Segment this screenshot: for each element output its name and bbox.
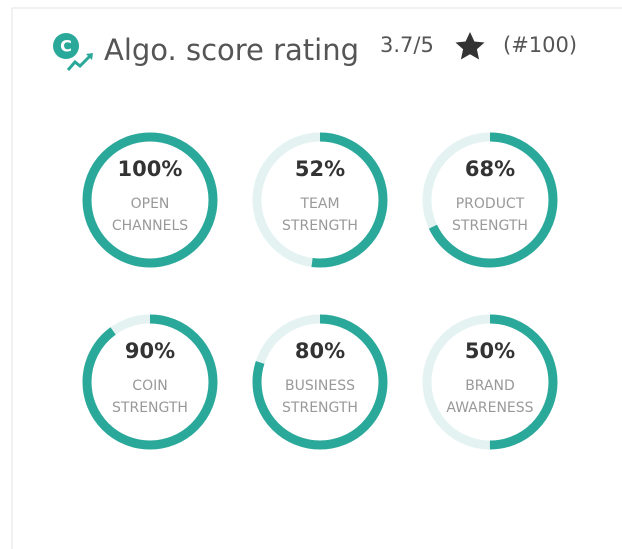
gauge-label: COIN (132, 378, 167, 394)
gauge-value: 50% (465, 339, 515, 363)
gauge-label: CHANNELS (112, 218, 188, 234)
svg-text:C: C (60, 37, 72, 56)
gauge-label: BUSINESS (285, 378, 355, 394)
gauge-arc (82, 314, 218, 450)
score: 3.7/5 (380, 33, 434, 57)
star-icon (455, 32, 485, 60)
logo-icon: C (53, 33, 93, 71)
gauge-label: PRODUCT (456, 196, 525, 212)
gauge-label: STRENGTH (452, 218, 528, 234)
gauge-label: STRENGTH (282, 400, 358, 416)
gauge-arc (422, 314, 558, 450)
gauge-value: 68% (465, 157, 515, 181)
gauge-value: 100% (118, 157, 183, 181)
title: Algo. score rating (104, 33, 359, 67)
card (11, 7, 622, 549)
gauge-label: STRENGTH (282, 218, 358, 234)
gauge-label: STRENGTH (112, 400, 188, 416)
gauge-value: 52% (295, 157, 345, 181)
gauge-value: 80% (295, 339, 345, 363)
gauge-label: TEAM (299, 196, 339, 212)
gauge-arc (252, 314, 388, 450)
gauge-label: BRAND (465, 378, 515, 394)
gauge-value: 90% (125, 339, 175, 363)
gauge-label: AWARENESS (446, 400, 533, 416)
gauge-arc (422, 132, 558, 268)
gauge-arc (82, 132, 218, 268)
gauge-label: OPEN (131, 196, 170, 212)
gauge-arc (252, 132, 388, 268)
rank: (#100) (503, 33, 577, 57)
